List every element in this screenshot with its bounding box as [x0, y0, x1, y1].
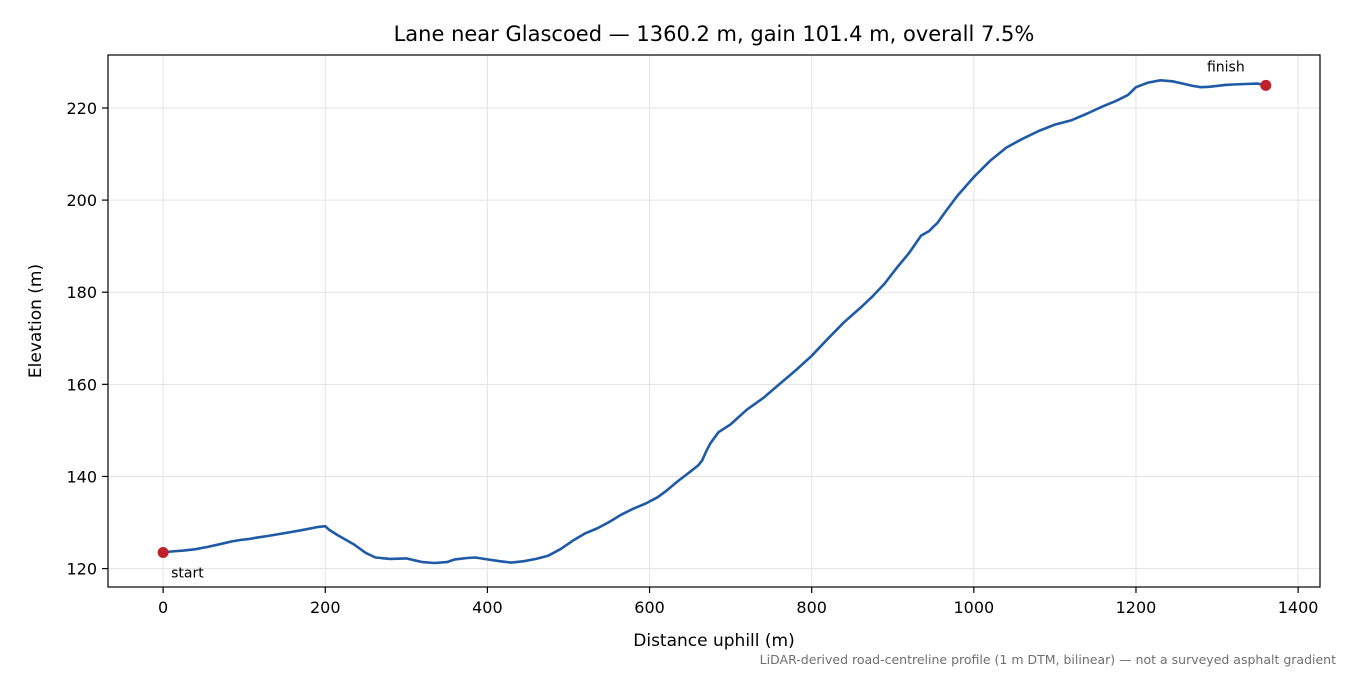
- x-tick-label: 200: [310, 598, 341, 617]
- x-tick-label: 1000: [953, 598, 994, 617]
- x-tick-label: 1400: [1278, 598, 1319, 617]
- data-source-footnote: LiDAR-derived road-centreline profile (1…: [760, 652, 1336, 667]
- endpoint-markers: start finish: [157, 59, 1272, 581]
- y-tick-label: 180: [66, 283, 97, 302]
- start-marker: [157, 546, 169, 558]
- start-label: start: [171, 565, 204, 581]
- x-axis-ticks: 0 200 400 600 800 1000 1200 1400: [158, 587, 1318, 617]
- finish-marker: [1260, 79, 1272, 91]
- x-tick-label: 1200: [1116, 598, 1157, 617]
- plot-area-frame: [107, 54, 1321, 588]
- x-tick-label: 0: [158, 598, 168, 617]
- y-tick-label: 160: [66, 375, 97, 394]
- elevation-profile-line: [161, 79, 1268, 565]
- y-tick-label: 200: [66, 191, 97, 210]
- y-tick-label: 140: [66, 467, 97, 486]
- x-tick-label: 400: [472, 598, 503, 617]
- y-tick-label: 120: [66, 560, 97, 579]
- x-tick-label: 800: [796, 598, 827, 617]
- x-axis-label: Distance uphill (m): [633, 631, 794, 651]
- x-tick-label: 600: [634, 598, 665, 617]
- y-tick-label: 220: [66, 99, 97, 118]
- chart-title: Lane near Glascoed — 1360.2 m, gain 101.…: [394, 22, 1035, 46]
- grid-lines: [108, 55, 1320, 587]
- y-axis-label: Elevation (m): [26, 264, 46, 378]
- y-axis-ticks: 120 140 160 180 200 220: [66, 99, 108, 579]
- finish-label: finish: [1207, 59, 1245, 75]
